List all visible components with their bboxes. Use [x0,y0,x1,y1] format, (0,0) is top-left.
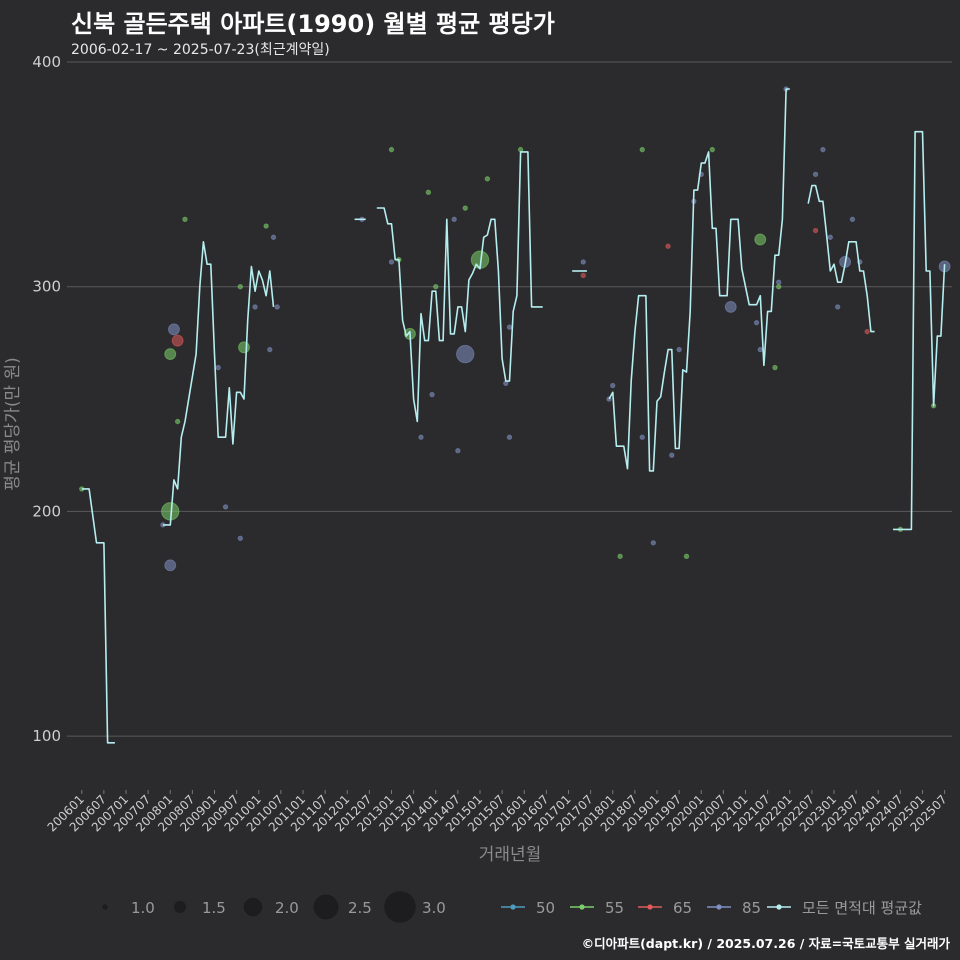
legend-series-label: 55 [605,899,624,917]
scatter-point-85 [820,146,826,153]
scatter-point-55 [433,283,439,290]
scatter-point-55 [182,216,188,222]
scatter-point-55 [164,348,177,361]
legend-series-marker [647,904,653,910]
scatter-point-85 [650,540,657,546]
legend-size-marker [174,901,186,913]
scatter-point-55 [174,418,181,425]
scatter-point-55 [388,146,395,153]
chart-title: 신북 골든주택 아파트(1990) 월별 평균 평당가 [71,10,555,38]
legend-series-marker [579,904,585,910]
scatter-point-85 [164,559,177,572]
scatter-point-55 [775,283,782,290]
scatter-point-85 [506,324,513,330]
scatter-point-55 [772,364,778,371]
scatter-point-55 [263,223,269,229]
scatter-point-85 [639,434,645,440]
scatter-point-85 [834,304,841,310]
scatter-point-55 [462,205,468,211]
legend-series-marker [776,904,782,910]
average-line-segment [376,151,543,423]
average-line [81,88,946,744]
grid [67,61,952,737]
legend-size-marker [384,891,416,923]
scatter-point-85 [167,323,180,336]
scatter-point-85 [849,216,856,222]
legend-size-marker [243,897,263,917]
scatter-point-85 [222,504,229,510]
scatter-point-85 [455,448,461,454]
scatter-point-85 [252,304,258,310]
legend-series-marker [510,904,516,910]
y-axis-label: 평균 평당가(만 원) [3,357,23,491]
scatter-point-85 [753,319,760,326]
scatter-point-65 [171,334,184,347]
scatter-point-85 [506,434,513,440]
scatter-point-85 [215,364,221,371]
scatter-points [79,86,951,572]
scatter-point-85 [812,171,819,178]
average-line-segment [608,88,790,472]
average-line-segment [807,184,875,333]
source-caption: ©디아파트(dapt.kr) / 2025.07.26 / 자료=국토교통부 실… [581,936,950,951]
x-axis-label: 거래년월 [479,845,542,865]
scatter-point-65 [812,227,819,234]
scatter-point-55 [709,146,716,153]
legend-series-label: 모든 면적대 평균값 [802,899,922,917]
legend-size-label: 2.5 [348,899,372,917]
legend-series-marker [716,904,722,910]
scatter-point-85 [827,234,834,240]
scatter-point-55 [484,176,491,182]
scatter-point-85 [724,300,737,313]
scatter-point-85 [451,216,457,222]
scatter-point-55 [617,553,623,560]
scatter-point-85 [388,259,395,265]
scatter-point-55 [754,233,767,246]
legend-size-marker [313,894,339,920]
average-line-segment [81,488,115,744]
scatter-point-85 [429,391,435,398]
legend-size-label: 2.0 [275,899,299,917]
scatter-point-85 [669,452,675,458]
scatter-point-85 [757,346,763,353]
y-tick-label: 200 [32,502,61,520]
legend: 1.0 1.5 2.0 2.5 3.0 50 55 65 85 모든 면적대 평균값 [102,891,922,923]
scatter-point-55 [425,189,432,196]
scatter-point-65 [864,328,870,335]
legend-series-label: 85 [742,899,761,917]
legend-series-label: 50 [536,899,555,917]
legend-size-label: 1.0 [131,899,155,917]
scatter-point-85 [267,346,273,353]
scatter-point-85 [274,304,280,310]
scatter-point-85 [270,234,277,240]
legend-size-marker [102,904,108,910]
scatter-point-65 [665,243,671,249]
scatter-point-55 [639,146,645,153]
average-line-segment [893,130,946,531]
chart-subtitle: 2006-02-17 ~ 2025-07-23(최근계약일) [71,42,330,58]
scatter-point-55 [237,283,244,290]
scatter-point-85 [237,535,244,542]
scatter-point-85 [676,346,682,353]
scatter-point-65 [580,272,586,279]
scatter-point-85 [775,279,782,285]
scatter-point-85 [610,382,616,389]
legend-size-label: 1.5 [202,899,226,917]
average-line-segment [162,241,275,526]
legend-series-label: 65 [673,899,692,917]
y-axis-ticks: 100 200 300 400 [32,53,61,745]
x-axis-ticks: 2006012006072007012007072008012008072009… [45,790,950,835]
y-tick-label: 100 [32,727,61,745]
y-tick-label: 400 [32,53,61,71]
scatter-point-55 [238,341,250,354]
y-tick-label: 300 [32,278,61,296]
scatter-point-85 [456,344,475,364]
scatter-point-55 [683,553,690,560]
scatter-point-85 [580,259,586,265]
scatter-point-85 [418,434,424,440]
legend-size-label: 3.0 [422,899,446,917]
